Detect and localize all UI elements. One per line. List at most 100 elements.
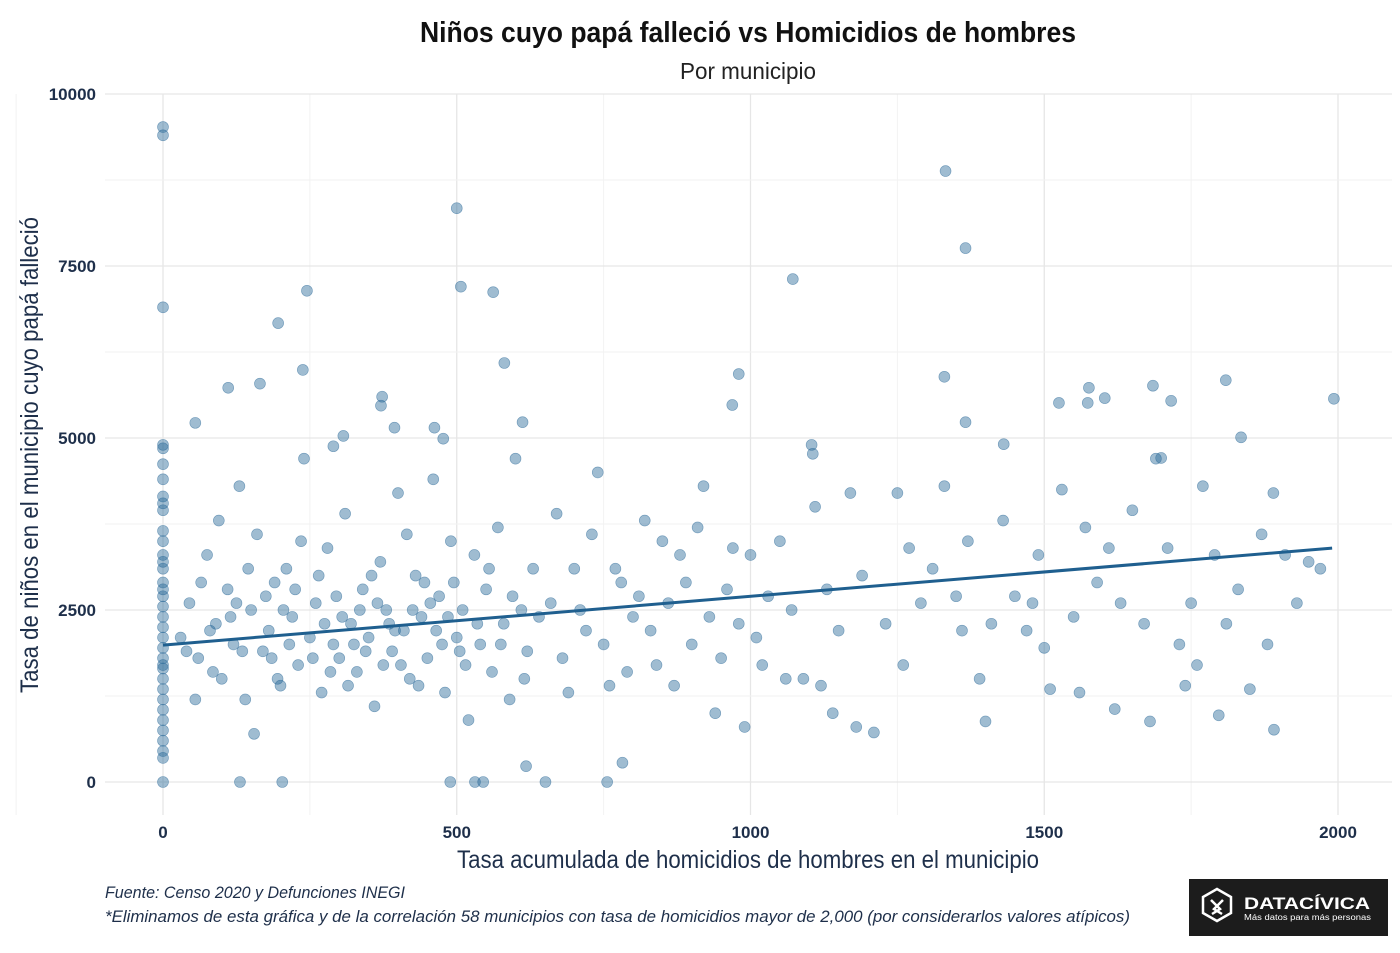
- data-point: [348, 638, 360, 651]
- data-point: [506, 590, 519, 603]
- data-point: [445, 535, 457, 548]
- y-axis-label: Tasa de niños en el municipio cuyo papá …: [16, 217, 44, 693]
- data-point: [601, 776, 613, 788]
- data-point: [732, 617, 745, 630]
- data-point: [315, 686, 328, 699]
- data-point: [421, 652, 434, 664]
- data-point: [157, 497, 169, 510]
- y-tick-label: 7500: [58, 257, 96, 276]
- data-point: [157, 473, 169, 486]
- data-point: [1302, 556, 1315, 568]
- data-point: [157, 121, 169, 133]
- data-point: [1179, 679, 1192, 692]
- data-point: [956, 624, 968, 637]
- data-point: [455, 280, 467, 293]
- data-point: [254, 377, 266, 390]
- data-point: [157, 556, 169, 568]
- data-point: [386, 645, 398, 658]
- data-point: [615, 576, 628, 589]
- data-point: [312, 569, 325, 582]
- data-point: [1232, 583, 1244, 596]
- data-point: [157, 662, 169, 675]
- data-point: [157, 631, 169, 644]
- data-point: [680, 576, 692, 589]
- data-point: [1185, 597, 1197, 609]
- data-point: [879, 617, 892, 630]
- data-point: [436, 638, 448, 651]
- data-point: [509, 452, 522, 465]
- data-point: [342, 679, 354, 692]
- data-point: [345, 617, 357, 630]
- data-point: [439, 686, 451, 699]
- data-point: [204, 624, 216, 637]
- data-point: [938, 370, 951, 383]
- data-point: [915, 597, 927, 609]
- data-point: [403, 672, 416, 685]
- data-point: [157, 439, 169, 451]
- data-point: [1314, 562, 1327, 575]
- data-point: [210, 617, 222, 630]
- data-point: [520, 760, 532, 772]
- data-point: [157, 562, 169, 575]
- data-point: [1328, 392, 1340, 405]
- data-point: [897, 659, 910, 671]
- chart-title: Niños cuyo papá falleció vs Homicidios d…: [420, 17, 1076, 49]
- data-point: [691, 521, 704, 534]
- data-point: [157, 549, 169, 561]
- logo-name: DATACÍVICA: [1244, 894, 1370, 913]
- data-point: [959, 242, 972, 254]
- data-point: [157, 590, 169, 603]
- data-point: [418, 576, 431, 589]
- data-point: [268, 576, 281, 589]
- data-point: [1026, 597, 1039, 609]
- data-point: [1073, 686, 1086, 699]
- data-point: [437, 432, 450, 445]
- data-point: [868, 726, 880, 739]
- data-point: [157, 442, 169, 455]
- data-point: [157, 672, 169, 685]
- data-point: [1150, 452, 1162, 465]
- data-point: [785, 604, 798, 616]
- data-point: [1197, 480, 1209, 492]
- data-point: [375, 399, 387, 412]
- data-point: [157, 490, 169, 503]
- data-point: [450, 202, 463, 215]
- data-point: [157, 535, 169, 548]
- footer-note: *Eliminamos de esta gráfica y de la corr…: [105, 907, 1130, 926]
- data-point: [330, 590, 343, 603]
- data-point: [756, 659, 769, 671]
- data-point: [222, 381, 235, 394]
- data-point: [192, 652, 205, 664]
- data-point: [721, 583, 733, 596]
- data-point: [633, 590, 645, 603]
- data-point: [1220, 617, 1233, 630]
- data-point: [926, 562, 939, 575]
- data-point: [157, 776, 169, 788]
- data-point: [260, 590, 272, 603]
- data-point: [362, 631, 375, 644]
- data-point: [469, 776, 481, 788]
- data-point: [962, 535, 974, 548]
- data-point: [257, 645, 269, 658]
- data-point: [1067, 611, 1080, 623]
- data-point: [297, 364, 309, 376]
- data-point: [180, 645, 193, 658]
- data-point: [321, 542, 334, 554]
- data-point: [850, 721, 863, 733]
- data-point: [726, 399, 739, 411]
- x-tick-label: 1000: [732, 823, 770, 842]
- data-point: [233, 480, 246, 492]
- data-point: [427, 473, 440, 486]
- data-point: [157, 752, 169, 764]
- data-point: [339, 507, 351, 520]
- data-point: [497, 617, 510, 630]
- datacivica-logo: DATACÍVICA Más datos para más personas: [1189, 879, 1388, 936]
- data-point: [1165, 395, 1177, 407]
- data-points: [157, 121, 1340, 788]
- data-point: [1255, 528, 1268, 541]
- data-point: [183, 597, 196, 609]
- data-point: [1056, 483, 1068, 496]
- data-point: [638, 514, 651, 527]
- data-point: [891, 487, 904, 499]
- data-point: [856, 569, 868, 582]
